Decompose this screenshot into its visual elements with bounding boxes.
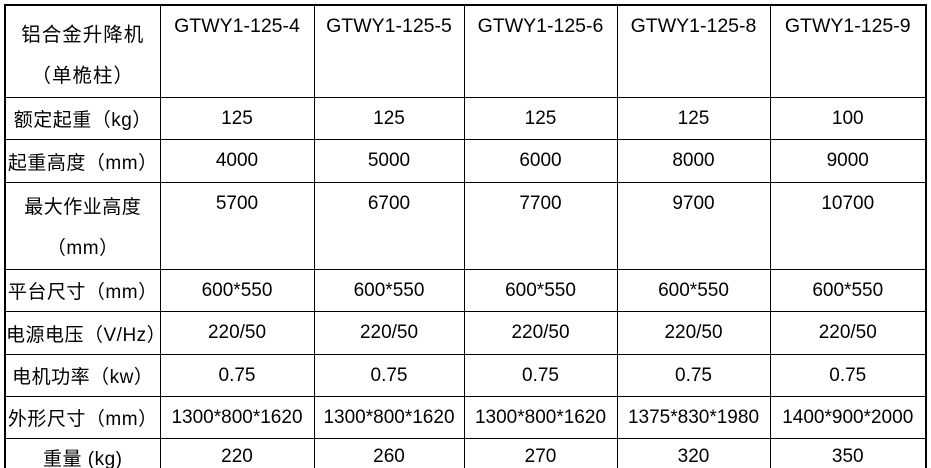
model-header: GTWY1-125-8	[616, 4, 771, 98]
spec-cell: 220/50	[616, 311, 771, 355]
table-row: 电机功率（kw） 0.75 0.75 0.75 0.75 0.75	[4, 354, 927, 397]
spec-cell: 0.75	[769, 354, 927, 397]
table-row: 电源电压（V/Hz） 220/50 220/50 220/50 220/50 2…	[4, 311, 927, 355]
spec-cell: 9000	[769, 139, 927, 183]
spec-cell: 0.75	[616, 354, 771, 397]
spec-cell: 125	[463, 97, 618, 140]
spec-cell: 100	[769, 97, 927, 140]
spec-cell: 125	[616, 97, 771, 140]
spec-cell: 6000	[463, 139, 618, 183]
table-row: 平台尺寸（mm） 600*550 600*550 600*550 600*550…	[4, 269, 927, 312]
table-row: 重量 (kg) 220 260 270 320 350	[4, 438, 927, 468]
spec-cell: 1300*800*1620	[313, 396, 465, 439]
table-row: 铝合金升降机 （单桅柱） GTWY1-125-4 GTWY1-125-5 GTW…	[4, 4, 927, 98]
spec-cell: 320	[616, 438, 771, 468]
spec-cell: 220/50	[463, 311, 618, 355]
spec-cell: 1300*800*1620	[159, 396, 315, 439]
row-label: 外形尺寸（mm）	[4, 396, 161, 439]
spec-cell: 0.75	[463, 354, 618, 397]
spec-cell: 7700	[463, 182, 618, 270]
table-row: 起重高度（mm） 4000 5000 6000 8000 9000	[4, 139, 927, 183]
spec-cell: 600*550	[313, 269, 465, 312]
model-header: GTWY1-125-9	[769, 4, 927, 98]
row-label: 电源电压（V/Hz）	[4, 311, 161, 355]
spec-cell: 5000	[313, 139, 465, 183]
row-label: 电机功率（kw）	[4, 354, 161, 397]
spec-cell: 9700	[616, 182, 771, 270]
spec-cell: 260	[313, 438, 465, 468]
spec-cell: 1375*830*1980	[616, 396, 771, 439]
spec-cell: 125	[159, 97, 315, 140]
table-row: 额定起重（kg） 125 125 125 125 100	[4, 97, 927, 140]
model-header: GTWY1-125-4	[159, 4, 315, 98]
table-title-cell: 铝合金升降机 （单桅柱）	[4, 4, 161, 98]
spec-cell: 125	[313, 97, 465, 140]
spec-cell: 600*550	[769, 269, 927, 312]
spec-cell: 600*550	[616, 269, 771, 312]
spec-cell: 220/50	[769, 311, 927, 355]
table-row: 最大作业高度 （mm） 5700 6700 7700 9700 10700	[4, 182, 927, 270]
spec-cell: 600*550	[463, 269, 618, 312]
spec-cell: 8000	[616, 139, 771, 183]
spec-cell: 350	[769, 438, 927, 468]
model-header: GTWY1-125-6	[463, 4, 618, 98]
row-label: 重量 (kg)	[4, 438, 161, 468]
spec-cell: 600*550	[159, 269, 315, 312]
row-label: 起重高度（mm）	[4, 139, 161, 183]
row-label: 最大作业高度 （mm）	[4, 182, 161, 270]
spec-cell: 1400*900*2000	[769, 396, 927, 439]
spec-cell: 10700	[769, 182, 927, 270]
spec-cell: 0.75	[313, 354, 465, 397]
spec-cell: 220/50	[159, 311, 315, 355]
spec-cell: 5700	[159, 182, 315, 270]
spec-cell: 0.75	[159, 354, 315, 397]
spec-cell: 1300*800*1620	[463, 396, 618, 439]
spec-cell: 220	[159, 438, 315, 468]
row-label: 平台尺寸（mm）	[4, 269, 161, 312]
table-row: 外形尺寸（mm） 1300*800*1620 1300*800*1620 130…	[4, 396, 927, 439]
spec-cell: 270	[463, 438, 618, 468]
spec-table: 铝合金升降机 （单桅柱） GTWY1-125-4 GTWY1-125-5 GTW…	[4, 4, 927, 468]
model-header: GTWY1-125-5	[313, 4, 465, 98]
spec-cell: 6700	[313, 182, 465, 270]
row-label: 额定起重（kg）	[4, 97, 161, 140]
spec-cell: 220/50	[313, 311, 465, 355]
spec-cell: 4000	[159, 139, 315, 183]
